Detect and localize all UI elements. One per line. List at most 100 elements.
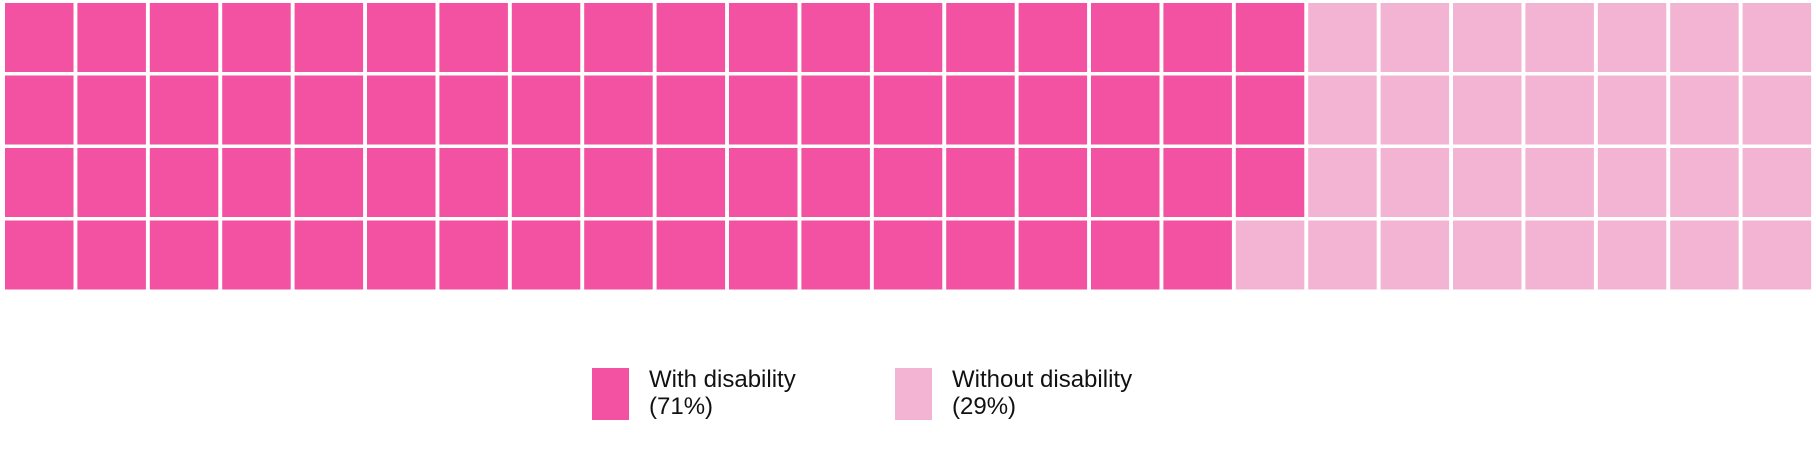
waffle-cell-with-disability bbox=[946, 148, 1015, 217]
waffle-cell-with-disability bbox=[511, 148, 581, 217]
waffle-cell-with-disability bbox=[5, 148, 74, 217]
waffle-cell-without-disability bbox=[1308, 148, 1377, 217]
waffle-cell-with-disability bbox=[1235, 3, 1305, 72]
waffle-cell-without-disability bbox=[1525, 220, 1594, 290]
waffle-cell-with-disability bbox=[801, 3, 870, 72]
waffle-cell-with-disability bbox=[149, 220, 219, 290]
waffle-cell-with-disability bbox=[584, 220, 653, 290]
waffle-cell-with-disability bbox=[1091, 148, 1160, 217]
waffle-cell-with-disability bbox=[77, 148, 146, 217]
waffle-cell-with-disability bbox=[1091, 220, 1160, 290]
waffle-cell-with-disability bbox=[584, 75, 653, 145]
waffle-cell-without-disability bbox=[1597, 3, 1667, 72]
waffle-cell-with-disability bbox=[511, 75, 581, 145]
legend-item-with-disability: With disability (71%) bbox=[592, 366, 796, 422]
waffle-cell-with-disability bbox=[439, 3, 508, 72]
waffle-cell-without-disability bbox=[1380, 220, 1450, 290]
waffle-cell-with-disability bbox=[149, 148, 219, 217]
waffle-cell-with-disability bbox=[5, 3, 74, 72]
waffle-cell-with-disability bbox=[439, 220, 508, 290]
waffle-cell-with-disability bbox=[729, 148, 798, 217]
waffle-cell-with-disability bbox=[729, 3, 798, 72]
waffle-cell-with-disability bbox=[801, 220, 870, 290]
waffle-cell-without-disability bbox=[1525, 75, 1594, 145]
waffle-cell-with-disability bbox=[149, 3, 219, 72]
waffle-cell-with-disability bbox=[873, 220, 943, 290]
waffle-cell-with-disability bbox=[1163, 220, 1232, 290]
waffle-cell-with-disability bbox=[873, 3, 943, 72]
waffle-cell-without-disability bbox=[1380, 75, 1450, 145]
waffle-cell-with-disability bbox=[294, 3, 364, 72]
waffle-cell-without-disability bbox=[1670, 148, 1739, 217]
waffle-cell-without-disability bbox=[1308, 75, 1377, 145]
waffle-cell-without-disability bbox=[1308, 3, 1377, 72]
waffle-cell-without-disability bbox=[1525, 148, 1594, 217]
waffle-cell-with-disability bbox=[729, 220, 798, 290]
waffle-cell-without-disability bbox=[1453, 75, 1522, 145]
waffle-cell-with-disability bbox=[801, 148, 870, 217]
waffle-cell-without-disability bbox=[1380, 3, 1450, 72]
waffle-cell-with-disability bbox=[873, 75, 943, 145]
waffle-cell-with-disability bbox=[801, 75, 870, 145]
waffle-cell-with-disability bbox=[77, 75, 146, 145]
legend-swatch-with-disability bbox=[592, 368, 629, 420]
waffle-cell-with-disability bbox=[1018, 148, 1088, 217]
waffle-cell-without-disability bbox=[1742, 75, 1812, 145]
waffle-cell-without-disability bbox=[1597, 75, 1667, 145]
legend-percent-without-disability: (29%) bbox=[952, 393, 1017, 420]
waffle-cell-with-disability bbox=[946, 3, 1015, 72]
waffle-cell-with-disability bbox=[222, 75, 291, 145]
waffle-cell-without-disability bbox=[1742, 3, 1812, 72]
waffle-cell-with-disability bbox=[367, 220, 436, 290]
waffle-cell-with-disability bbox=[77, 3, 146, 72]
waffle-cell-without-disability bbox=[1597, 148, 1667, 217]
waffle-cell-with-disability bbox=[1163, 148, 1232, 217]
waffle-cell-with-disability bbox=[511, 3, 581, 72]
waffle-cell-without-disability bbox=[1308, 220, 1377, 290]
waffle-cell-with-disability bbox=[1163, 75, 1232, 145]
waffle-cell-without-disability bbox=[1380, 148, 1450, 217]
waffle-cell-without-disability bbox=[1670, 75, 1739, 145]
waffle-cell-with-disability bbox=[294, 220, 364, 290]
waffle-cell-with-disability bbox=[656, 3, 726, 72]
waffle-cell-with-disability bbox=[294, 148, 364, 217]
waffle-cell-with-disability bbox=[222, 3, 291, 72]
waffle-cell-with-disability bbox=[1235, 75, 1305, 145]
waffle-cell-with-disability bbox=[5, 75, 74, 145]
waffle-cell-with-disability bbox=[1163, 3, 1232, 72]
waffle-cell-with-disability bbox=[656, 148, 726, 217]
waffle-cell-with-disability bbox=[5, 220, 74, 290]
waffle-cell-with-disability bbox=[1018, 75, 1088, 145]
legend-label-without-disability: Without disability bbox=[952, 366, 1133, 393]
legend-label-with-disability: With disability bbox=[649, 366, 796, 393]
waffle-cell-with-disability bbox=[294, 75, 364, 145]
waffle-cell-with-disability bbox=[1018, 3, 1088, 72]
waffle-cell-with-disability bbox=[656, 75, 726, 145]
waffle-chart bbox=[5, 3, 1812, 290]
waffle-cell-with-disability bbox=[1091, 3, 1160, 72]
waffle-cell-with-disability bbox=[222, 220, 291, 290]
waffle-cell-without-disability bbox=[1453, 3, 1522, 72]
waffle-cell-with-disability bbox=[1018, 220, 1088, 290]
waffle-cell-with-disability bbox=[584, 3, 653, 72]
legend-item-without-disability: Without disability (29%) bbox=[895, 366, 1132, 422]
waffle-cell-without-disability bbox=[1525, 3, 1594, 72]
legend-swatch-without-disability bbox=[895, 368, 932, 420]
waffle-cell-with-disability bbox=[439, 75, 508, 145]
waffle-cell-with-disability bbox=[439, 148, 508, 217]
waffle-cell-with-disability bbox=[584, 148, 653, 217]
waffle-cell-with-disability bbox=[149, 75, 219, 145]
waffle-cell-without-disability bbox=[1597, 220, 1667, 290]
waffle-cell-with-disability bbox=[367, 3, 436, 72]
waffle-cell-without-disability bbox=[1742, 220, 1812, 290]
waffle-cell-with-disability bbox=[729, 75, 798, 145]
waffle-cell-with-disability bbox=[946, 220, 1015, 290]
waffle-cell-with-disability bbox=[367, 148, 436, 217]
waffle-cell-with-disability bbox=[873, 148, 943, 217]
waffle-cell-without-disability bbox=[1742, 148, 1812, 217]
waffle-cell-without-disability bbox=[1670, 3, 1739, 72]
waffle-cell-without-disability bbox=[1670, 220, 1739, 290]
waffle-cell-with-disability bbox=[367, 75, 436, 145]
waffle-cell-with-disability bbox=[77, 220, 146, 290]
waffle-cell-with-disability bbox=[946, 75, 1015, 145]
